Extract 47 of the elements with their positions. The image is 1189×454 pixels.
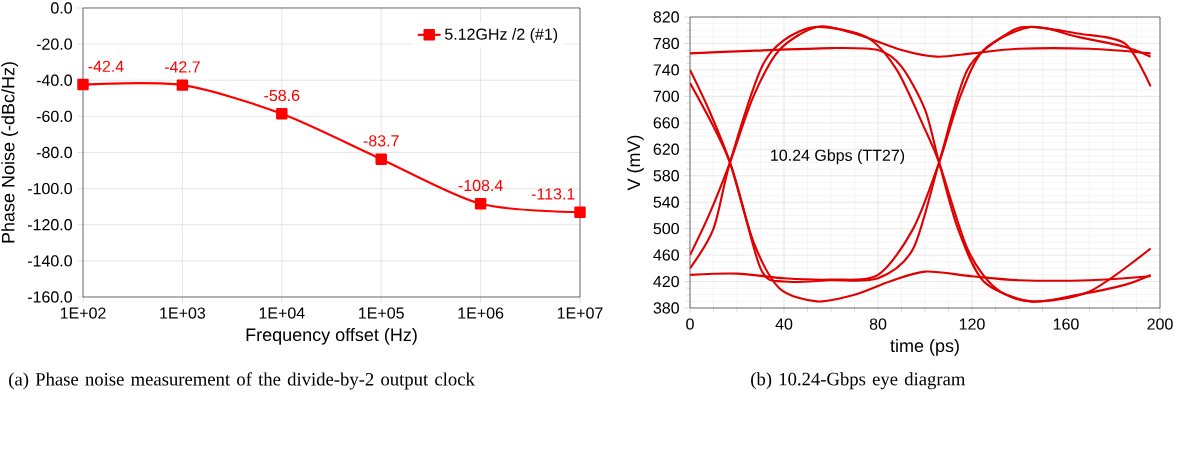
y-tick-label: -40.0 bbox=[36, 74, 72, 86]
data-label: -113.1 bbox=[531, 188, 575, 200]
data-label: -58.6 bbox=[264, 89, 300, 102]
y-tick-label: 580 bbox=[653, 170, 679, 182]
x-axis-title: Frequency offset (Hz) bbox=[246, 327, 417, 345]
x-tick-label: 120 bbox=[959, 318, 985, 330]
y-tick-label: -100.0 bbox=[27, 182, 72, 195]
x-tick-label: 0 bbox=[686, 318, 694, 330]
x-axis-title: time (ps) bbox=[890, 338, 959, 356]
y-tick-label: -120.0 bbox=[27, 219, 72, 231]
x-tick-label: 40 bbox=[775, 318, 793, 330]
data-label: -42.4 bbox=[88, 60, 124, 72]
data-label: -108.4 bbox=[458, 179, 503, 192]
x-tick-label: 1E+07 bbox=[557, 307, 603, 319]
x-tick-label: 200 bbox=[1147, 318, 1173, 330]
x-tick-label: 1E+02 bbox=[60, 307, 106, 319]
y-tick-label: 500 bbox=[653, 222, 679, 235]
data-label: -42.7 bbox=[164, 61, 200, 73]
x-tick-label: 1E+05 bbox=[359, 307, 404, 319]
y-axis-title: Phase Noise (-dBc/Hz) bbox=[1, 62, 19, 243]
y-tick-label: -160.0 bbox=[27, 291, 72, 303]
y-axis-title: V (mV) bbox=[626, 135, 644, 191]
x-tick-label: 80 bbox=[869, 318, 887, 330]
y-tick-label: 620 bbox=[653, 143, 679, 155]
y-tick-label: 700 bbox=[653, 90, 679, 103]
x-tick-label: 1E+03 bbox=[160, 307, 206, 319]
y-tick-label: 780 bbox=[653, 37, 679, 50]
x-tick-label: 1E+04 bbox=[259, 307, 305, 319]
y-tick-label: 660 bbox=[653, 117, 679, 129]
x-tick-label: 1E+06 bbox=[458, 307, 504, 319]
y-tick-label: -20.0 bbox=[36, 38, 72, 50]
y-tick-label: 420 bbox=[653, 275, 679, 288]
x-tick-label: 160 bbox=[1053, 318, 1079, 330]
text: (a) Phase noise measurement of the divide-by-2 output clock bbox=[9, 372, 475, 390]
annotation: 10.24 Gbps (TT27) bbox=[771, 149, 905, 165]
text: (b) 10.24-Gbps eye diagram bbox=[751, 372, 966, 390]
y-tick-label: -140.0 bbox=[27, 255, 72, 267]
y-tick-label: 460 bbox=[653, 249, 679, 261]
y-tick-label: -80.0 bbox=[36, 146, 72, 159]
legend-label: 5.12GHz /2 (#1) bbox=[444, 28, 558, 43]
y-tick-label: 540 bbox=[653, 196, 679, 208]
y-tick-label: 380 bbox=[653, 302, 679, 314]
y-tick-label: 740 bbox=[653, 64, 679, 76]
data-label: -83.7 bbox=[363, 135, 399, 147]
y-tick-label: 0.0 bbox=[51, 2, 72, 14]
y-tick-label: 820 bbox=[653, 11, 679, 23]
y-tick-label: -60.0 bbox=[36, 110, 72, 123]
